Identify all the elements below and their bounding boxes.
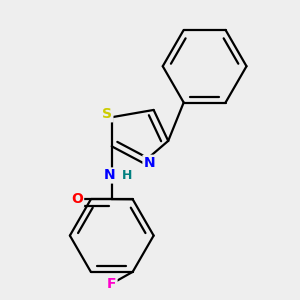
Text: F: F	[107, 277, 116, 291]
Text: N: N	[143, 156, 155, 170]
Text: S: S	[102, 107, 112, 121]
Text: O: O	[71, 192, 83, 206]
Text: N: N	[104, 169, 116, 182]
Text: H: H	[122, 169, 132, 182]
